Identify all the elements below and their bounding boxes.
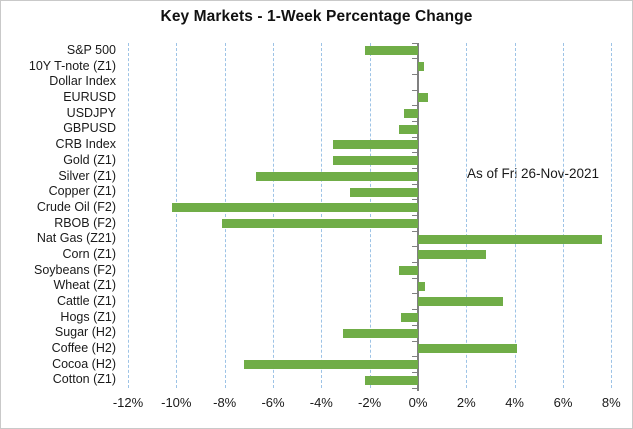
category-tick — [411, 324, 418, 326]
x-tick-label: -4% — [309, 395, 333, 410]
bar-corn-z1 — [417, 250, 486, 260]
bar-10y-t-note-z1 — [417, 62, 424, 71]
category-label: Gold (Z1) — [63, 152, 116, 167]
category-label: RBOB (F2) — [54, 215, 116, 230]
bar-rbob-f2 — [222, 218, 418, 228]
as-of-date-annotation: As of Fri 26-Nov-2021 — [466, 166, 600, 181]
x-tick-label: 2% — [456, 395, 476, 410]
category-tick — [411, 120, 418, 122]
category-tick — [411, 183, 418, 185]
category-label: Corn (Z1) — [62, 246, 116, 261]
category-label: Crude Oil (F2) — [36, 199, 116, 214]
gridline-4pct — [514, 43, 516, 388]
bar-coffee-h2 — [417, 344, 518, 354]
category-label: Wheat (Z1) — [53, 278, 116, 293]
category-tick — [411, 136, 418, 138]
bar-cocoa-h2 — [244, 360, 418, 369]
gridline--4pct — [321, 43, 323, 388]
category-tick — [411, 58, 418, 60]
category-label: USDJPY — [66, 105, 116, 120]
x-tick-label: 0% — [408, 395, 428, 410]
gridline-6pct — [563, 43, 564, 388]
bar-crude-oil-f2 — [171, 203, 418, 213]
bar-usdjpy — [403, 109, 418, 119]
category-label: Nat Gas (Z21) — [36, 231, 116, 246]
category-tick — [411, 371, 418, 373]
category-label: Cotton (Z1) — [52, 372, 116, 387]
category-tick — [411, 105, 418, 107]
category-tick — [411, 309, 418, 311]
bar-hogs-z1 — [401, 312, 418, 322]
category-label: Soybeans (F2) — [34, 262, 116, 277]
bar-copper-z1 — [350, 187, 418, 197]
x-tick-label: -8% — [213, 395, 237, 410]
category-tick — [411, 277, 418, 279]
x-tick-label: -6% — [261, 395, 285, 410]
chart-title: Key Markets - 1-Week Percentage Change — [160, 8, 473, 25]
bar-nat-gas-z21 — [417, 234, 602, 244]
x-tick-label: -2% — [358, 395, 382, 410]
bar-gbpusd — [398, 124, 418, 134]
bar-crb-index — [333, 140, 418, 150]
category-tick — [411, 246, 418, 248]
x-tick-label: 8% — [601, 395, 621, 410]
bar-gold-z1 — [333, 156, 418, 166]
x-tick-label: -12% — [112, 395, 144, 410]
category-tick — [411, 293, 418, 295]
category-tick — [411, 356, 418, 358]
bar-cattle-z1 — [417, 297, 503, 307]
category-label: Sugar (H2) — [54, 325, 116, 340]
bar-soybeans-f2 — [398, 265, 418, 275]
x-tick-label: -10% — [161, 395, 192, 410]
category-label: 10Y T-note (Z1) — [28, 58, 116, 73]
category-label: CRB Index — [55, 137, 116, 152]
category-label: GBPUSD — [63, 121, 116, 136]
zero-axis-line — [416, 43, 419, 391]
bar-wheat-z1 — [417, 281, 426, 291]
bar-sugar-h2 — [343, 328, 418, 338]
category-label: Copper (Z1) — [48, 184, 116, 199]
category-tick — [411, 230, 418, 232]
gridline--2pct — [369, 43, 371, 388]
category-tick — [411, 73, 418, 75]
category-label: Hogs (Z1) — [60, 309, 116, 324]
category-label: S&P 500 — [66, 43, 116, 57]
category-label: Cocoa (H2) — [52, 356, 116, 371]
category-label: Cattle (Z1) — [56, 293, 116, 308]
category-tick — [411, 215, 418, 216]
gridline-2pct — [466, 43, 468, 388]
category-tick — [411, 152, 418, 154]
category-tick — [411, 89, 418, 91]
gridline-8pct — [611, 43, 613, 388]
category-label: Coffee (H2) — [51, 341, 116, 355]
x-tick-label: 4% — [505, 395, 524, 410]
category-tick — [411, 42, 418, 44]
bar-eurusd — [417, 93, 428, 103]
gridline--8pct — [224, 43, 226, 388]
gridline--12pct — [128, 43, 129, 388]
category-label: EURUSD — [63, 90, 116, 104]
x-tick-label: 6% — [553, 395, 573, 410]
bar-silver-z1 — [256, 171, 418, 181]
gridline--6pct — [273, 43, 274, 388]
bar-cotton-z1 — [364, 375, 418, 385]
category-tick — [411, 262, 418, 263]
category-tick — [411, 340, 418, 342]
category-label: Silver (Z1) — [58, 168, 116, 183]
category-tick — [411, 168, 418, 169]
category-tick — [411, 387, 418, 389]
bar-s-p-500 — [364, 46, 418, 56]
gridline--10pct — [176, 43, 178, 388]
category-label: Dollar Index — [49, 74, 116, 89]
category-tick — [411, 199, 418, 201]
